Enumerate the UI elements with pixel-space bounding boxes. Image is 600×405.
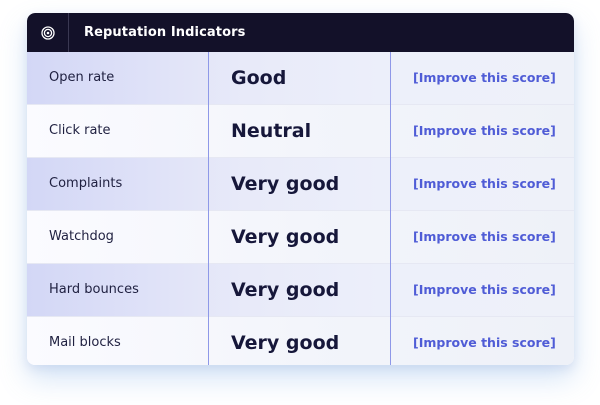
indicator-value: Good	[231, 67, 287, 89]
column-divider	[208, 52, 209, 365]
improve-score-link[interactable]: [Improve this score]	[413, 229, 556, 244]
improve-score-link[interactable]: [Improve this score]	[413, 123, 556, 138]
indicator-table: Open rate Good [Improve this score] Clic…	[27, 52, 574, 365]
indicator-value: Very good	[231, 279, 340, 301]
table-row: Complaints Very good [Improve this score…	[27, 158, 574, 211]
table-row: Click rate Neutral [Improve this score]	[27, 105, 574, 158]
header-icon-cell	[27, 13, 69, 52]
table-row: Open rate Good [Improve this score]	[27, 52, 574, 105]
card-header: Reputation Indicators	[27, 13, 574, 52]
improve-score-link[interactable]: [Improve this score]	[413, 335, 556, 350]
indicator-value: Very good	[231, 173, 340, 195]
card-title: Reputation Indicators	[84, 25, 246, 40]
indicator-name: Mail blocks	[49, 335, 121, 350]
table-row: Mail blocks Very good [Improve this scor…	[27, 317, 574, 365]
improve-score-link[interactable]: [Improve this score]	[413, 176, 556, 191]
indicator-name: Hard bounces	[49, 282, 139, 297]
indicator-value: Very good	[231, 226, 340, 248]
improve-score-link[interactable]: [Improve this score]	[413, 70, 556, 85]
indicator-name: Complaints	[49, 176, 123, 191]
indicator-value: Neutral	[231, 120, 312, 142]
indicator-name: Open rate	[49, 70, 115, 85]
reputation-indicators-card: Reputation Indicators Open rate Good [Im…	[27, 13, 574, 365]
indicator-name: Click rate	[49, 123, 111, 138]
column-divider	[390, 52, 391, 365]
target-icon	[40, 25, 55, 40]
table-row: Hard bounces Very good [Improve this sco…	[27, 264, 574, 317]
table-row: Watchdog Very good [Improve this score]	[27, 211, 574, 264]
indicator-value: Very good	[231, 332, 340, 354]
improve-score-link[interactable]: [Improve this score]	[413, 282, 556, 297]
indicator-name: Watchdog	[49, 229, 114, 244]
